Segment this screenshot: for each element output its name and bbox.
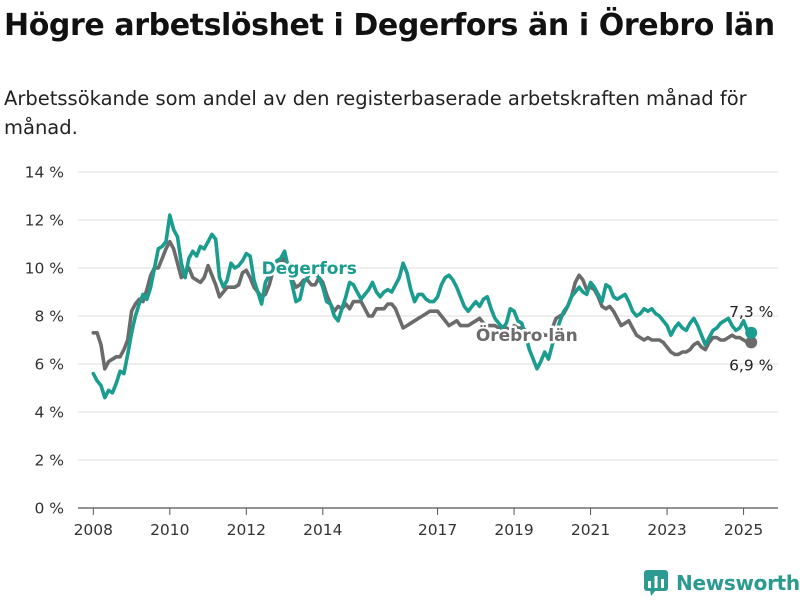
series-label-degerfors: Degerfors: [262, 259, 357, 279]
end-value-label-degerfors: 7,3 %: [729, 303, 773, 321]
x-tick-label: 2014: [303, 521, 342, 539]
page-subtitle: Arbetssökande som andel av den registerb…: [4, 87, 747, 139]
end-point-degerfors: [745, 326, 758, 339]
newsworthy-logo: Newsworthy: [644, 568, 800, 598]
series-labels: 6,9 % 7,3 % Degerfors Örebro län: [259, 257, 773, 375]
x-axis-ticks: 2008 2010 2012 2014 2017 2019 2021 2023 2025: [74, 508, 763, 539]
y-tick-label: 8 %: [34, 308, 64, 326]
end-value-label-orebro-lan: 6,9 %: [729, 356, 773, 374]
newsworthy-logo-icon: [644, 570, 668, 596]
y-tick-label: 6 %: [34, 356, 64, 374]
y-tick-label: 10 %: [25, 260, 64, 278]
x-tick-label: 2023: [647, 521, 686, 539]
series-lines: [91, 213, 758, 400]
brand-name: Newsworthy: [676, 571, 800, 595]
series-line-orebro-lan: [91, 239, 753, 371]
end-point-orebro-lan: [745, 336, 758, 349]
series-line-degerfors: [91, 213, 753, 400]
x-tick-label: 2021: [571, 521, 610, 539]
y-tick-label: 14 %: [25, 164, 64, 182]
x-tick-label: 2010: [150, 521, 189, 539]
y-tick-label: 0 %: [34, 500, 64, 518]
x-tick-label: 2017: [418, 521, 457, 539]
x-tick-label: 2008: [74, 521, 113, 539]
grid-lines: [78, 171, 778, 509]
page-title: Högre arbetslöshet i Degerfors än i Öreb…: [4, 8, 775, 43]
y-axis-tick-labels: 0 % 2 % 4 % 6 % 8 % 10 % 12 % 14 %: [25, 164, 64, 518]
y-tick-label: 12 %: [25, 212, 64, 230]
series-label-orebro-lan: Örebro län: [476, 324, 578, 346]
y-tick-label: 4 %: [34, 404, 64, 422]
x-tick-label: 2025: [724, 521, 763, 539]
y-tick-label: 2 %: [34, 452, 64, 470]
x-tick-label: 2019: [494, 521, 533, 539]
x-tick-label: 2012: [227, 521, 266, 539]
